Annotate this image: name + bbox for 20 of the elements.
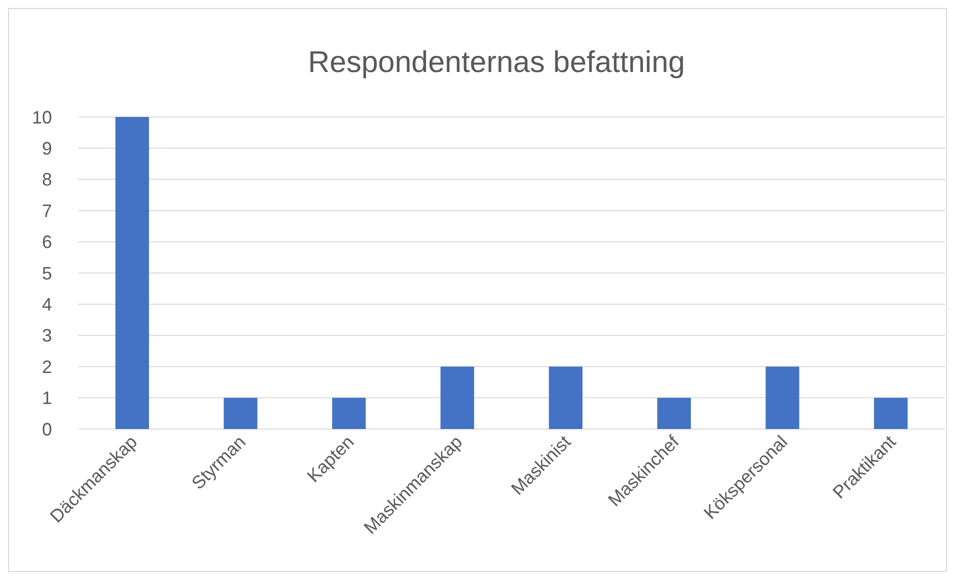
y-tick-label: 1 bbox=[42, 388, 52, 408]
y-tick-label: 3 bbox=[42, 326, 52, 346]
y-tick-label: 10 bbox=[32, 107, 52, 128]
bar bbox=[332, 398, 366, 429]
y-tick-label: 2 bbox=[42, 356, 52, 377]
bar bbox=[224, 398, 258, 429]
y-tick-label: 9 bbox=[42, 138, 52, 158]
y-tick-label: 8 bbox=[42, 170, 52, 190]
chart-title: Respondenternas befattning bbox=[308, 46, 685, 79]
bar bbox=[657, 398, 691, 429]
y-tick-label: 4 bbox=[42, 294, 52, 314]
y-tick-label: 5 bbox=[42, 263, 52, 284]
bar bbox=[115, 117, 149, 429]
bar bbox=[440, 366, 474, 429]
y-tick-label: 7 bbox=[42, 200, 52, 221]
bar bbox=[548, 366, 582, 429]
bar bbox=[766, 366, 800, 429]
bar bbox=[874, 398, 908, 429]
y-tick-label: 6 bbox=[42, 232, 52, 252]
y-tick-label: 0 bbox=[42, 419, 52, 440]
